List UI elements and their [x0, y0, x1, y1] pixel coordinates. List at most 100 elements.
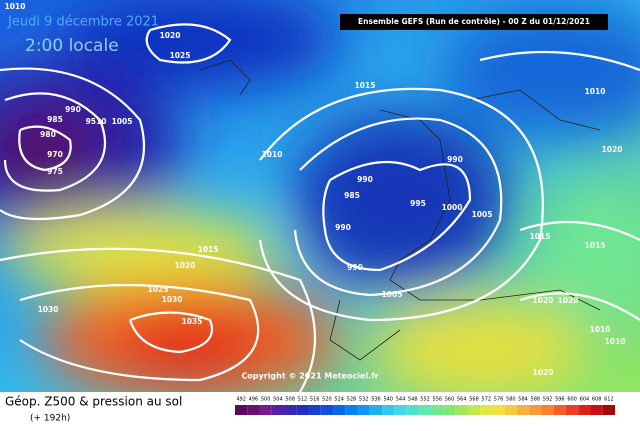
scale-swatch: [529, 405, 542, 415]
isobar-label: 985: [47, 115, 63, 124]
scale-label: 520: [322, 397, 332, 403]
scale-swatch: [271, 405, 285, 415]
isobar-label: 975: [47, 167, 63, 176]
isobar-label: 1015: [530, 232, 551, 241]
isobar-label: 1030: [162, 295, 183, 304]
isobar-label: 1025: [170, 51, 191, 60]
scale-label: 516: [310, 397, 320, 403]
scale-swatch: [516, 405, 530, 415]
scale-label: 608: [592, 397, 602, 403]
scale-swatch: [308, 405, 321, 415]
scale-swatch: [467, 405, 481, 415]
scale-label: 612: [604, 397, 614, 403]
footer-lead: (+ 192h): [30, 414, 70, 424]
scale-swatch: [406, 405, 419, 415]
scale-label: 568: [469, 397, 479, 403]
run-info: Ensemble GEFS (Run de contrôle) - 00 Z d…: [358, 17, 590, 26]
isobar-label: 1005: [112, 117, 133, 126]
isobar-label: 990: [347, 263, 363, 272]
scale-label: 576: [494, 397, 504, 403]
scale-label: 580: [506, 397, 516, 403]
isobar-label: 9510: [86, 117, 107, 126]
run-banner: [340, 14, 608, 30]
scale-swatch: [382, 405, 395, 415]
time: 2:00 locale: [25, 36, 119, 56]
scale-label: 588: [531, 397, 541, 403]
scale-swatch: [590, 405, 603, 415]
scale-label: 500: [261, 397, 271, 403]
scale-label: 496: [249, 397, 259, 403]
scale-label: 524: [334, 397, 344, 403]
isobar-label: 1025: [148, 285, 169, 294]
scale-swatch: [602, 405, 615, 415]
isobar-label: 1015: [355, 81, 376, 90]
scale-label: 592: [543, 397, 553, 403]
scale-swatch: [443, 405, 456, 415]
scale-label: 548: [408, 397, 418, 403]
scale-swatch: [235, 405, 248, 415]
isobar-label: 1020: [160, 31, 181, 40]
isobar-label: 990: [447, 155, 463, 164]
scale-label: 492: [236, 397, 246, 403]
map-field: [0, 0, 640, 392]
isobar-label: 990: [357, 175, 373, 184]
isobar-label: 1010: [605, 337, 626, 346]
scale-label: 528: [347, 397, 357, 403]
color-scale: 492 496 500 504 508 512 516 520 524 528 532 536 540 5…: [235, 397, 615, 415]
scale-swatch: [320, 405, 334, 415]
isobar-label: 1015: [585, 241, 606, 250]
isobar-label: 1010: [590, 325, 611, 334]
scale-swatch: [455, 405, 468, 415]
scale-label: 504: [273, 397, 283, 403]
scale-label: 560: [445, 397, 455, 403]
isobar-label: 1015: [198, 245, 219, 254]
isobar-label: 970: [47, 150, 63, 159]
scale-swatch: [333, 405, 346, 415]
isobar-label: 990: [335, 223, 351, 232]
scale-label: 556: [432, 397, 442, 403]
scale-swatch: [553, 405, 566, 415]
isobar-label: 980: [40, 130, 56, 139]
isobar-label: 1010: [262, 150, 283, 159]
isobar-label: 1020: [533, 368, 554, 377]
scale-swatch: [504, 405, 517, 415]
isobar-label: 1010: [5, 2, 26, 11]
scale-swatch: [431, 405, 444, 415]
scale-label: 508: [285, 397, 295, 403]
isobar-label: 1005: [472, 210, 493, 219]
scale-label: 552: [420, 397, 430, 403]
date: Jeudi 9 décembre 2021: [7, 15, 159, 30]
scale-label: 596: [555, 397, 565, 403]
isobar-label: 1020: [533, 296, 554, 305]
isobar-label: 1010: [585, 87, 606, 96]
scale-swatch: [492, 405, 505, 415]
scale-swatch: [345, 405, 358, 415]
scale-label: 536: [371, 397, 381, 403]
scale-swatch: [578, 405, 591, 415]
isobar-label: 1035: [182, 317, 203, 326]
isobar-label: 985: [344, 191, 360, 200]
scale-swatch: [418, 405, 432, 415]
scale-swatch: [247, 405, 260, 415]
scale-label: 540: [383, 397, 393, 403]
scale-label: 532: [359, 397, 369, 403]
copyright: Copyright © 2021 Meteociel.fr: [241, 372, 378, 381]
isobar-label: 1020: [558, 296, 579, 305]
scale-label: 572: [482, 397, 492, 403]
isobar-label: 1000: [442, 203, 463, 212]
scale-swatch: [480, 405, 493, 415]
isobar-label: 1005: [382, 290, 403, 299]
isobar-label: 990: [65, 105, 81, 114]
isobar-label: 1030: [38, 305, 59, 314]
scale-label: 512: [298, 397, 308, 403]
scale-swatch: [369, 405, 383, 415]
scale-label: 584: [518, 397, 528, 403]
isobar-label: 1020: [175, 261, 196, 270]
scale-swatch: [541, 405, 554, 415]
scale-label: 564: [457, 397, 467, 403]
scale-swatch: [357, 405, 370, 415]
scale-swatch: [284, 405, 297, 415]
scale-swatch: [565, 405, 579, 415]
isobar-label: 1020: [602, 145, 623, 154]
